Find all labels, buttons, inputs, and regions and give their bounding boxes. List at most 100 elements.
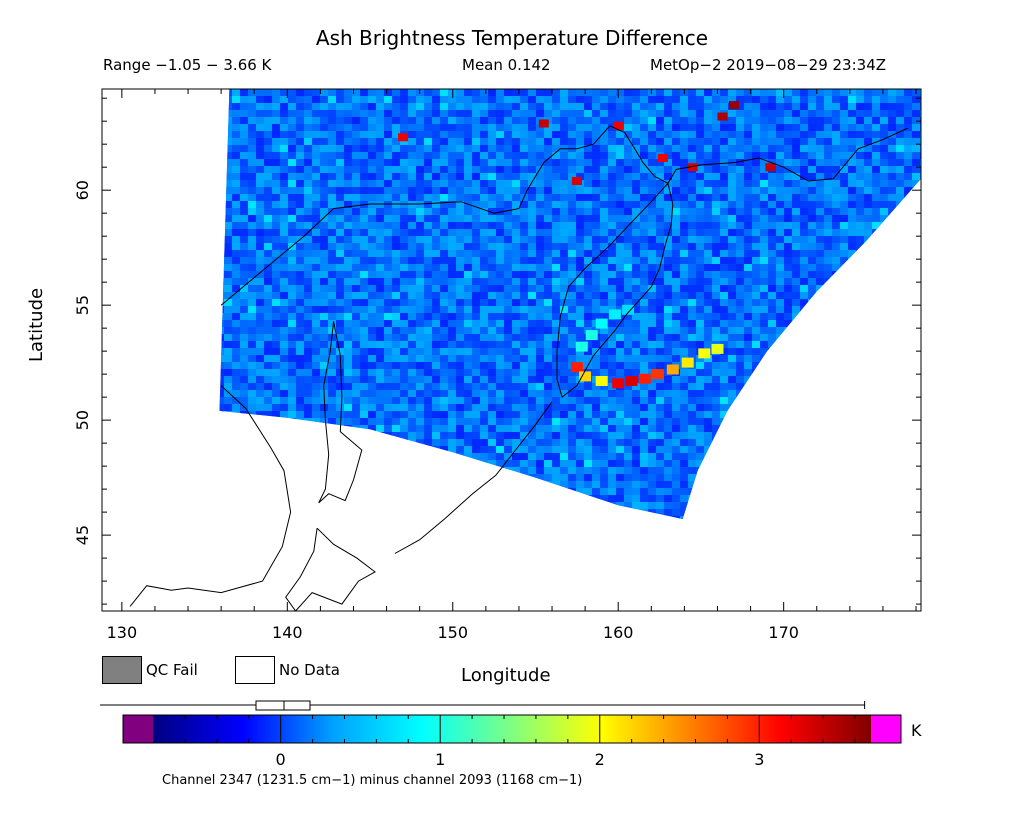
data-cell xyxy=(392,362,400,369)
data-cell xyxy=(480,320,488,327)
data-cell xyxy=(264,418,272,425)
data-cell xyxy=(776,292,784,299)
data-cell xyxy=(232,138,240,145)
data-cell xyxy=(296,131,304,138)
data-cell xyxy=(480,138,488,145)
data-cell xyxy=(768,348,776,355)
data-cell xyxy=(824,194,832,201)
data-cell xyxy=(512,432,520,439)
data-cell xyxy=(312,425,320,432)
data-cell xyxy=(592,222,600,229)
data-cell xyxy=(696,173,704,180)
data-cell xyxy=(800,243,808,250)
data-cell xyxy=(296,110,304,117)
data-cell xyxy=(224,404,232,411)
data-cell xyxy=(376,411,384,418)
data-cell xyxy=(496,432,504,439)
data-cell xyxy=(472,264,480,271)
data-cell xyxy=(896,243,904,250)
data-cell xyxy=(864,257,872,264)
data-cell xyxy=(552,460,560,467)
data-cell xyxy=(640,390,648,397)
data-cell xyxy=(880,285,888,292)
data-cell xyxy=(536,404,544,411)
data-cell xyxy=(272,257,280,264)
data-cell xyxy=(912,446,920,453)
data-cell xyxy=(536,201,544,208)
data-cell xyxy=(256,173,264,180)
data-cell xyxy=(760,453,768,460)
data-cell xyxy=(832,369,840,376)
data-cell xyxy=(736,376,744,383)
data-cell xyxy=(624,327,632,334)
data-cell xyxy=(360,383,368,390)
data-cell xyxy=(736,215,744,222)
data-cell xyxy=(704,103,712,110)
data-cell xyxy=(328,341,336,348)
data-cell xyxy=(272,404,280,411)
data-cell xyxy=(368,173,376,180)
data-cell xyxy=(264,194,272,201)
data-cell xyxy=(856,250,864,257)
data-cell xyxy=(544,250,552,257)
data-cell xyxy=(888,453,896,460)
data-cell xyxy=(784,124,792,131)
data-cell xyxy=(656,355,664,362)
data-cell xyxy=(608,355,616,362)
data-cell xyxy=(304,278,312,285)
data-cell xyxy=(848,320,856,327)
data-cell xyxy=(392,376,400,383)
data-cell xyxy=(240,327,248,334)
data-cell xyxy=(344,173,352,180)
data-cell xyxy=(608,446,616,453)
data-cell xyxy=(288,411,296,418)
data-cell xyxy=(688,397,696,404)
data-cell xyxy=(368,348,376,355)
data-cell xyxy=(408,467,416,474)
data-cell xyxy=(219,355,224,362)
data-cell xyxy=(440,432,448,439)
data-cell xyxy=(744,264,752,271)
data-cell xyxy=(464,425,472,432)
data-cell xyxy=(352,222,360,229)
data-cell xyxy=(408,446,416,453)
data-cell xyxy=(744,222,752,229)
data-cell xyxy=(432,201,440,208)
data-cell xyxy=(832,243,840,250)
data-cell xyxy=(272,467,280,474)
data-cell xyxy=(256,229,264,236)
data-cell xyxy=(360,439,368,446)
data-cell xyxy=(464,355,472,362)
data-cell xyxy=(912,453,920,460)
data-cell xyxy=(200,250,208,257)
data-cell xyxy=(800,201,808,208)
data-cell xyxy=(656,467,664,474)
data-cell xyxy=(368,215,376,222)
data-cell xyxy=(728,201,736,208)
data-cell xyxy=(464,89,472,96)
data-cell xyxy=(608,418,616,425)
data-cell xyxy=(696,285,704,292)
data-cell xyxy=(264,201,272,208)
data-cell xyxy=(392,460,400,467)
data-cell xyxy=(600,362,608,369)
data-cell xyxy=(648,460,656,467)
data-cell xyxy=(264,187,272,194)
data-cell xyxy=(744,411,752,418)
data-cell xyxy=(504,152,512,159)
data-cell xyxy=(664,215,672,222)
data-cell xyxy=(544,131,552,138)
data-cell xyxy=(808,208,816,215)
data-cell xyxy=(416,201,424,208)
data-cell xyxy=(384,292,392,299)
data-cell xyxy=(744,362,752,369)
data-cell xyxy=(512,362,520,369)
data-cell xyxy=(432,124,440,131)
data-cell xyxy=(528,355,536,362)
data-cell xyxy=(672,453,680,460)
data-cell xyxy=(768,418,776,425)
data-cell xyxy=(368,341,376,348)
data-cell xyxy=(736,327,744,334)
data-cell xyxy=(416,222,424,229)
data-cell xyxy=(432,89,440,96)
